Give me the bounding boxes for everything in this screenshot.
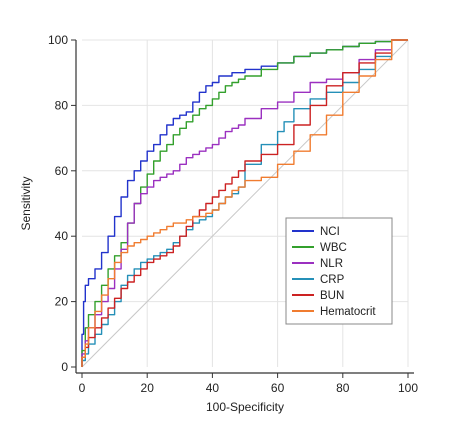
- x-tick-label: 80: [336, 381, 350, 395]
- reference-diagonal-line: [81, 39, 409, 368]
- legend-label-wbc: WBC: [320, 242, 347, 254]
- legend-label-bun: BUN: [320, 290, 344, 302]
- y-axis-label: Sensitivity: [19, 176, 33, 230]
- legend-label-crp: CRP: [320, 274, 345, 286]
- legend-label-nlr: NLR: [320, 258, 343, 270]
- y-tick-label: 100: [48, 33, 68, 47]
- legend-label-nci: NCI: [320, 226, 340, 238]
- x-axis-ticks: 0 20 40 60 80 100: [79, 373, 418, 395]
- roc-curve-nlr: [81, 39, 408, 367]
- legend: NCI WBC NLR CRP BUN Hematocrit: [285, 217, 393, 325]
- x-axis-label: 100-Specificity: [206, 400, 284, 414]
- y-tick-label: 60: [55, 164, 69, 178]
- x-tick-label: 0: [79, 381, 86, 395]
- y-tick-label: 80: [55, 98, 69, 112]
- x-tick-label: 60: [271, 381, 285, 395]
- roc-curve-bun: [81, 39, 408, 367]
- roc-curve-hematocrit: [81, 39, 408, 367]
- x-tick-label: 100: [398, 381, 418, 395]
- axes: [75, 40, 414, 374]
- y-tick-label: 20: [55, 295, 69, 309]
- roc-curves: [81, 39, 408, 367]
- legend-label-hematocrit: Hematocrit: [320, 306, 376, 318]
- y-tick-label: 40: [55, 229, 69, 243]
- legend-box: [285, 217, 393, 325]
- x-tick-label: 20: [141, 381, 155, 395]
- y-axis-ticks: 0 20 40 60 80 100: [48, 33, 76, 374]
- x-tick-label: 40: [206, 381, 220, 395]
- y-tick-label: 0: [61, 360, 68, 374]
